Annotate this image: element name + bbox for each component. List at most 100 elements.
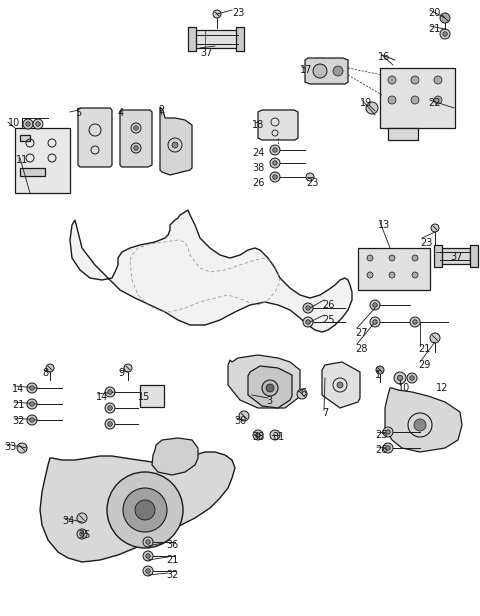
Text: 26: 26 bbox=[375, 445, 387, 455]
Circle shape bbox=[273, 148, 277, 152]
Circle shape bbox=[213, 10, 221, 18]
Text: 4: 4 bbox=[118, 108, 124, 118]
Circle shape bbox=[108, 390, 112, 394]
Text: 12: 12 bbox=[436, 383, 448, 393]
Text: 38: 38 bbox=[252, 432, 264, 442]
Circle shape bbox=[313, 64, 327, 78]
Bar bbox=[15, 128, 70, 193]
Circle shape bbox=[373, 302, 377, 307]
Circle shape bbox=[131, 143, 141, 153]
Circle shape bbox=[333, 66, 343, 76]
Text: 28: 28 bbox=[355, 344, 367, 354]
Text: 21: 21 bbox=[418, 344, 431, 354]
Text: 10: 10 bbox=[398, 383, 410, 393]
Circle shape bbox=[143, 551, 153, 561]
Text: 14: 14 bbox=[12, 384, 24, 394]
Circle shape bbox=[124, 364, 132, 372]
Circle shape bbox=[36, 122, 40, 126]
Text: 17: 17 bbox=[300, 65, 312, 75]
Circle shape bbox=[367, 272, 373, 278]
Text: 35: 35 bbox=[78, 530, 90, 540]
Polygon shape bbox=[248, 366, 292, 408]
Circle shape bbox=[107, 472, 183, 548]
Text: 21: 21 bbox=[428, 24, 440, 34]
Circle shape bbox=[434, 76, 442, 84]
Circle shape bbox=[46, 364, 54, 372]
Text: 23: 23 bbox=[306, 178, 318, 188]
Circle shape bbox=[440, 13, 450, 23]
Polygon shape bbox=[258, 110, 298, 140]
Circle shape bbox=[270, 430, 280, 440]
Bar bbox=[188, 27, 196, 51]
Text: 18: 18 bbox=[252, 120, 264, 130]
Circle shape bbox=[143, 566, 153, 576]
Circle shape bbox=[443, 32, 447, 36]
Circle shape bbox=[303, 317, 313, 327]
Circle shape bbox=[105, 387, 115, 397]
Circle shape bbox=[376, 366, 384, 374]
Text: 10: 10 bbox=[8, 118, 20, 128]
Circle shape bbox=[23, 119, 33, 129]
Circle shape bbox=[397, 375, 403, 381]
Circle shape bbox=[77, 513, 87, 523]
Circle shape bbox=[306, 306, 310, 310]
Polygon shape bbox=[322, 362, 360, 408]
Circle shape bbox=[389, 272, 395, 278]
Bar bbox=[20, 168, 45, 176]
Bar bbox=[192, 30, 242, 48]
Text: 36: 36 bbox=[166, 540, 178, 550]
Circle shape bbox=[256, 433, 260, 437]
Circle shape bbox=[262, 380, 278, 396]
Circle shape bbox=[123, 488, 167, 532]
Circle shape bbox=[270, 172, 280, 182]
Text: 31: 31 bbox=[272, 432, 284, 442]
Text: 27: 27 bbox=[355, 328, 368, 338]
Circle shape bbox=[30, 402, 34, 406]
Circle shape bbox=[146, 540, 150, 545]
Bar bbox=[434, 245, 442, 267]
Circle shape bbox=[411, 96, 419, 104]
Text: 2: 2 bbox=[158, 105, 164, 115]
Circle shape bbox=[394, 372, 406, 384]
Circle shape bbox=[370, 317, 380, 327]
Circle shape bbox=[389, 255, 395, 261]
Bar bbox=[470, 245, 478, 267]
Text: 26: 26 bbox=[252, 178, 264, 188]
Circle shape bbox=[80, 532, 84, 537]
Circle shape bbox=[383, 427, 393, 437]
Circle shape bbox=[412, 255, 418, 261]
Circle shape bbox=[105, 403, 115, 413]
Text: 22: 22 bbox=[428, 98, 441, 108]
Bar bbox=[140, 385, 164, 407]
Circle shape bbox=[108, 422, 112, 426]
Bar bbox=[358, 248, 430, 290]
Polygon shape bbox=[228, 355, 300, 408]
Text: 7: 7 bbox=[322, 408, 328, 418]
Bar bbox=[380, 68, 455, 128]
Polygon shape bbox=[385, 388, 462, 452]
Text: 23: 23 bbox=[420, 238, 432, 248]
Circle shape bbox=[270, 158, 280, 168]
Bar bbox=[20, 135, 30, 141]
Circle shape bbox=[386, 446, 390, 450]
Polygon shape bbox=[160, 107, 192, 175]
Circle shape bbox=[135, 500, 155, 520]
Circle shape bbox=[430, 333, 440, 343]
Text: 14: 14 bbox=[96, 392, 108, 402]
Circle shape bbox=[146, 569, 150, 573]
Circle shape bbox=[373, 320, 377, 324]
Circle shape bbox=[172, 142, 178, 148]
Circle shape bbox=[27, 383, 37, 393]
Text: 24: 24 bbox=[252, 148, 264, 158]
Text: 37: 37 bbox=[450, 252, 462, 262]
Circle shape bbox=[414, 419, 426, 431]
Polygon shape bbox=[40, 452, 235, 562]
Circle shape bbox=[270, 145, 280, 155]
Text: 13: 13 bbox=[378, 220, 390, 230]
Text: 5: 5 bbox=[75, 108, 81, 118]
Circle shape bbox=[407, 373, 417, 383]
Circle shape bbox=[27, 415, 37, 425]
Circle shape bbox=[143, 537, 153, 547]
Circle shape bbox=[134, 126, 138, 130]
Text: 11: 11 bbox=[16, 155, 28, 165]
